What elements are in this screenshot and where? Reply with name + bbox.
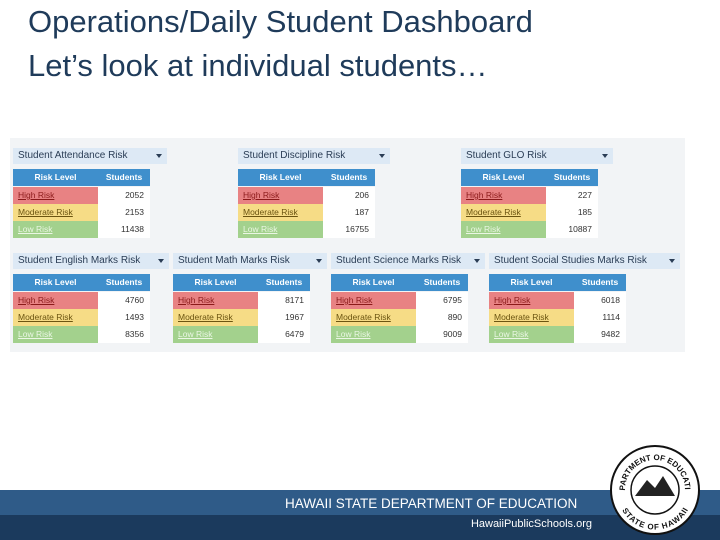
risk-level[interactable]: Low Risk bbox=[489, 326, 574, 343]
risk-level[interactable]: Moderate Risk bbox=[173, 309, 258, 326]
footer-department: HAWAII STATE DEPARTMENT OF EDUCATION bbox=[285, 496, 578, 511]
column-header: Risk Level bbox=[13, 169, 98, 186]
risk-level[interactable]: High Risk bbox=[331, 292, 416, 309]
student-count: 11438 bbox=[98, 221, 150, 238]
column-header: Students bbox=[98, 274, 150, 291]
panel-title[interactable]: Student English Marks Risk bbox=[13, 253, 169, 269]
risk-level[interactable]: High Risk bbox=[461, 187, 546, 204]
student-count: 8171 bbox=[258, 292, 310, 309]
risk-level[interactable]: High Risk bbox=[173, 292, 258, 309]
student-count: 16755 bbox=[323, 221, 375, 238]
column-header: Risk Level bbox=[173, 274, 258, 291]
panel-title[interactable]: Student Social Studies Marks Risk bbox=[489, 253, 680, 269]
student-count: 4760 bbox=[98, 292, 150, 309]
student-count: 227 bbox=[546, 187, 598, 204]
student-count: 2052 bbox=[98, 187, 150, 204]
column-header: Students bbox=[574, 274, 626, 291]
column-header: Risk Level bbox=[238, 169, 323, 186]
title-line: Let’s look at individual students… bbox=[28, 48, 488, 83]
student-count: 187 bbox=[323, 204, 375, 221]
student-count: 890 bbox=[416, 309, 468, 326]
footer-website: HawaiiPublicSchools.org bbox=[470, 518, 592, 530]
risk-level[interactable]: Low Risk bbox=[461, 221, 546, 238]
dropdown-arrow[interactable] bbox=[158, 259, 164, 263]
student-count: 8356 bbox=[98, 326, 150, 343]
panel-title[interactable]: Student GLO Risk bbox=[461, 148, 613, 164]
student-count: 1114 bbox=[574, 309, 626, 326]
risk-level[interactable]: High Risk bbox=[13, 187, 98, 204]
risk-level[interactable]: Low Risk bbox=[238, 221, 323, 238]
student-count: 9009 bbox=[416, 326, 468, 343]
student-count: 1967 bbox=[258, 309, 310, 326]
column-header: Risk Level bbox=[461, 169, 546, 186]
student-count: 206 bbox=[323, 187, 375, 204]
student-count: 1493 bbox=[98, 309, 150, 326]
column-header: Students bbox=[546, 169, 598, 186]
column-header: Students bbox=[323, 169, 375, 186]
column-header: Risk Level bbox=[331, 274, 416, 291]
risk-level[interactable]: Moderate Risk bbox=[238, 204, 323, 221]
footer-band bbox=[0, 515, 720, 540]
panel-title[interactable]: Student Science Marks Risk bbox=[331, 253, 485, 269]
column-header: Students bbox=[258, 274, 310, 291]
student-count: 6795 bbox=[416, 292, 468, 309]
dropdown-arrow[interactable] bbox=[156, 154, 162, 158]
student-count: 9482 bbox=[574, 326, 626, 343]
dropdown-arrow[interactable] bbox=[602, 154, 608, 158]
title-line: Operations/Daily Student Dashboard bbox=[28, 4, 533, 39]
risk-level[interactable]: High Risk bbox=[238, 187, 323, 204]
risk-level[interactable]: Moderate Risk bbox=[13, 204, 98, 221]
footer-band bbox=[0, 490, 720, 515]
seal: DEPARTMENT OF EDUCATION STATE OF HAWAII bbox=[605, 440, 700, 535]
panel-title[interactable]: Student Math Marks Risk bbox=[173, 253, 327, 269]
risk-level[interactable]: Moderate Risk bbox=[13, 309, 98, 326]
dropdown-arrow[interactable] bbox=[474, 259, 480, 263]
risk-level[interactable]: Moderate Risk bbox=[489, 309, 574, 326]
panel-title[interactable]: Student Attendance Risk bbox=[13, 148, 167, 164]
risk-level[interactable]: Low Risk bbox=[331, 326, 416, 343]
student-count: 10887 bbox=[546, 221, 598, 238]
risk-level[interactable]: Low Risk bbox=[173, 326, 258, 343]
dashboard-screenshot: Student Attendance Risk Risk Level Student… bbox=[10, 138, 685, 352]
risk-level[interactable]: Low Risk bbox=[13, 326, 98, 343]
risk-level[interactable]: Moderate Risk bbox=[331, 309, 416, 326]
student-count: 6479 bbox=[258, 326, 310, 343]
dropdown-arrow[interactable] bbox=[669, 259, 675, 263]
panel-title[interactable]: Student Discipline Risk bbox=[238, 148, 390, 164]
risk-level[interactable]: Moderate Risk bbox=[461, 204, 546, 221]
student-count: 6018 bbox=[574, 292, 626, 309]
risk-level[interactable]: High Risk bbox=[489, 292, 574, 309]
student-count: 2153 bbox=[98, 204, 150, 221]
column-header: Students bbox=[98, 169, 150, 186]
seal-mountain bbox=[635, 476, 675, 496]
risk-level[interactable]: Low Risk bbox=[13, 221, 98, 238]
dropdown-arrow[interactable] bbox=[316, 259, 322, 263]
risk-level[interactable]: High Risk bbox=[13, 292, 98, 309]
dropdown-arrow[interactable] bbox=[379, 154, 385, 158]
column-header: Risk Level bbox=[489, 274, 574, 291]
column-header: Students bbox=[416, 274, 468, 291]
student-count: 185 bbox=[546, 204, 598, 221]
column-header: Risk Level bbox=[13, 274, 98, 291]
